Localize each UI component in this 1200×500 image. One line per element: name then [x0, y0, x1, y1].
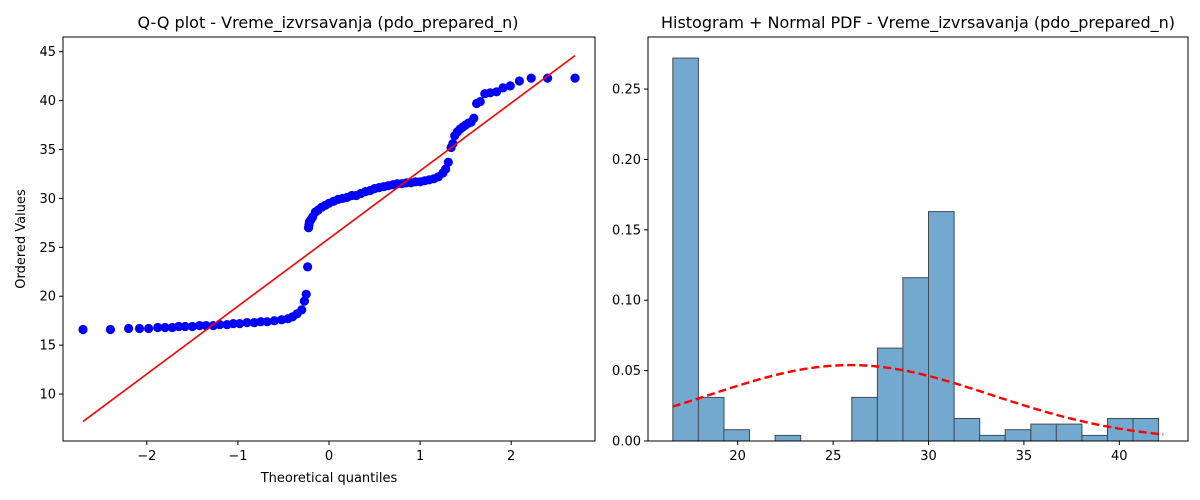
hist-panel: Histogram + Normal PDF - Vreme_izvrsavan…	[612, 13, 1189, 464]
qq-point	[174, 321, 184, 332]
qq-point	[526, 73, 536, 83]
qq-point	[443, 157, 453, 167]
hist-xtick-label: 30	[920, 449, 937, 464]
qq-point	[498, 83, 508, 93]
hist-bar	[697, 396, 725, 442]
qq-point	[256, 317, 266, 327]
qq-point	[505, 81, 515, 91]
qq-ytick-label: 45	[39, 45, 56, 60]
hist-xtick-label: 35	[1016, 449, 1033, 464]
hist-xtick-label: 20	[729, 449, 746, 464]
qq-point	[180, 321, 190, 332]
qq-xtick-label: −1	[228, 449, 247, 464]
qq-point	[469, 113, 479, 123]
qq-title: Q-Q plot - Vreme_izvrsavanja (pdo_prepar…	[137, 13, 518, 33]
hist-ytick-label: 0.20	[612, 153, 641, 168]
qq-yticks: 10 15 20 25 30 35 40 45	[39, 45, 63, 403]
qq-point	[124, 323, 134, 334]
qq-ytick-label: 40	[39, 94, 56, 109]
hist-bar	[1030, 423, 1057, 442]
hist-ytick-label: 0.15	[612, 223, 641, 238]
qq-ytick-label: 30	[39, 192, 56, 207]
qq-point	[187, 321, 197, 332]
qq-point	[262, 317, 272, 327]
hist-ytick-label: 0.25	[612, 83, 641, 98]
hist-ytick-label: 0.05	[612, 364, 641, 379]
qq-ytick-label: 35	[39, 143, 56, 158]
normal-pdf-curve	[672, 363, 1164, 436]
qq-ytick-label: 25	[39, 241, 56, 256]
qq-ytick-label: 15	[39, 339, 56, 354]
hist-bar	[1132, 418, 1160, 442]
qq-point	[160, 322, 170, 333]
qq-marks	[78, 54, 580, 423]
qq-point	[105, 324, 115, 335]
hist-bar	[672, 57, 699, 442]
qq-xticks: −2 −1 0 1 2	[137, 441, 515, 464]
qq-point	[441, 164, 451, 174]
qq-xtick-label: 1	[416, 449, 424, 464]
qq-point	[269, 316, 279, 326]
hist-xticks: 20 25 30 35 40	[729, 441, 1128, 464]
hist-yticks: 0.00 0.05 0.10 0.15 0.20 0.25	[612, 83, 648, 450]
qq-point	[448, 139, 458, 149]
hist-bar	[902, 277, 930, 442]
hist-ytick-label: 0.10	[612, 294, 641, 309]
hist-bar	[723, 429, 751, 442]
qq-point	[514, 76, 525, 86]
hist-axes-frame	[647, 36, 1189, 442]
qq-point	[134, 323, 145, 334]
qq-point	[303, 262, 313, 272]
hist-bar	[1055, 423, 1083, 442]
hist-bar	[1004, 429, 1032, 442]
qq-ytick-label: 10	[39, 388, 56, 403]
hist-bar	[1081, 434, 1109, 442]
qq-point	[195, 321, 205, 331]
hist-bar	[979, 434, 1006, 442]
hist-xtick-label: 25	[825, 449, 842, 464]
qq-point	[153, 322, 163, 333]
hist-title: Histogram + Normal PDF - Vreme_izvrsavan…	[661, 13, 1175, 33]
qq-ylabel: Ordered Values	[14, 189, 29, 289]
qq-point	[242, 318, 252, 328]
hist-marks	[672, 57, 1164, 442]
qq-point	[301, 289, 311, 299]
qq-point	[297, 305, 307, 315]
hist-bar	[851, 396, 878, 442]
qq-point	[78, 324, 88, 335]
qq-xlabel: Theoretical quantiles	[260, 471, 398, 486]
hist-bar	[928, 211, 955, 442]
qq-point	[570, 73, 580, 83]
qq-point	[144, 323, 154, 334]
qq-point	[228, 319, 238, 329]
hist-xtick-label: 40	[1111, 449, 1128, 464]
hist-bar	[876, 347, 904, 442]
qq-xtick-label: −2	[137, 449, 156, 464]
qq-xtick-label: 0	[325, 449, 333, 464]
hist-bar	[953, 418, 981, 442]
qq-panel: Q-Q plot - Vreme_izvrsavanja (pdo_prepar…	[14, 13, 596, 486]
qq-point	[235, 319, 245, 329]
qq-fit-line	[82, 54, 576, 423]
qq-ytick-label: 20	[39, 290, 56, 305]
hist-ytick-label: 0.00	[612, 435, 641, 450]
qq-point	[475, 97, 485, 107]
hist-bar	[774, 434, 802, 442]
qq-xtick-label: 2	[507, 449, 515, 464]
qq-point	[543, 73, 553, 83]
